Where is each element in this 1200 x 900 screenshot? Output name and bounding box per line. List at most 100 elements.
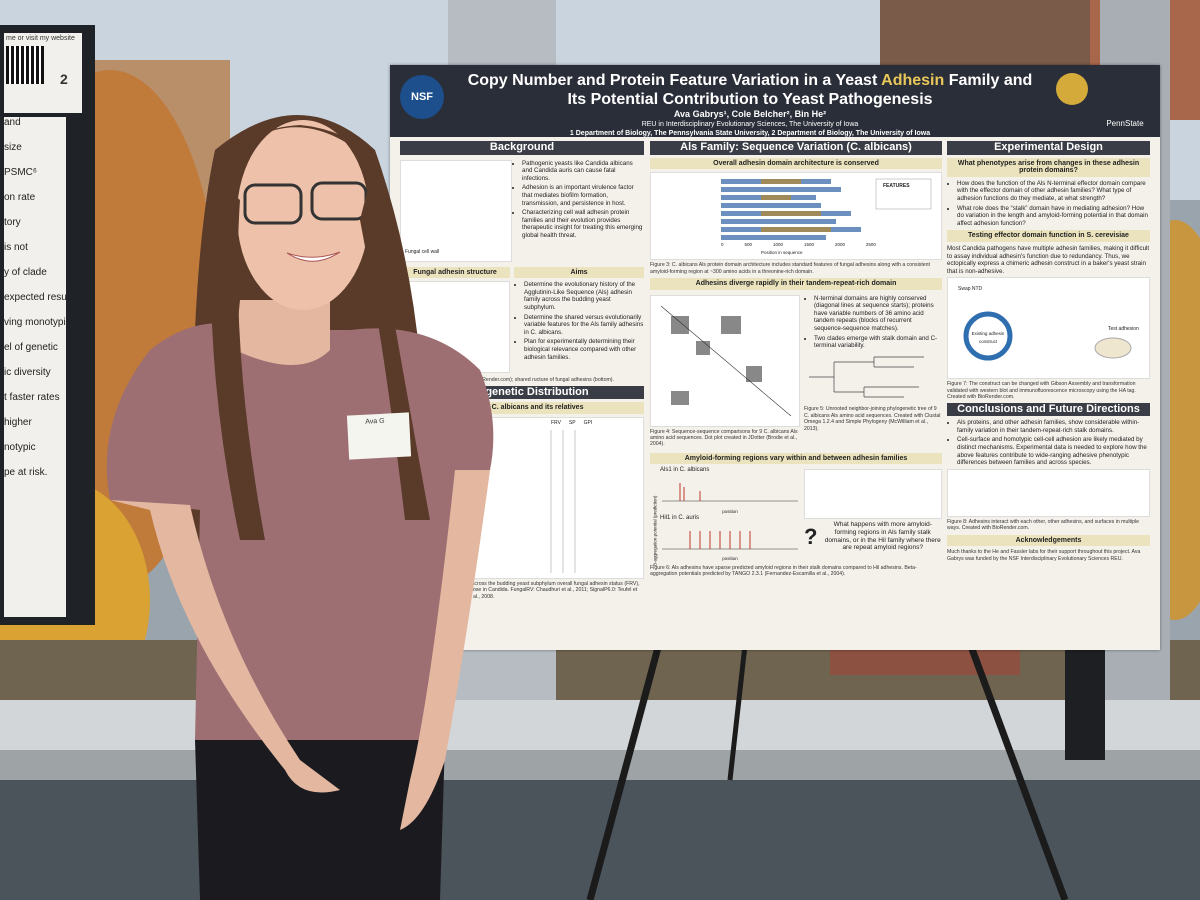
left-poster: me or visit my website 2 and size PSMC⁶ on … (0, 25, 95, 625)
domain-plot (721, 178, 932, 241)
title-part: Its Potential Contribution to Yeast Path… (567, 91, 933, 108)
bullet: How does the function of the Als N-termi… (957, 180, 1150, 203)
title-part: Copy Number and Protein Feature Variatio… (467, 72, 882, 89)
left-poster-fragment: tory (4, 217, 21, 228)
subheading: Amyloid-forming regions vary within and … (650, 452, 942, 465)
name-tag: Ava G (346, 412, 412, 460)
bullet: Two clades emerge with stalk domain and … (814, 335, 942, 350)
bullet: Characterizing cell wall adhesin protein… (522, 209, 644, 239)
section-heading: Experimental Design (947, 141, 1150, 155)
left-poster-fragment: expected result (4, 292, 66, 303)
tick-label: 2500 (865, 242, 876, 248)
left-poster-fragment: pe at risk. (4, 467, 48, 478)
left-poster-fragment: notypic (4, 442, 36, 453)
qr-code (6, 46, 44, 84)
question: What happens with more amyloid-forming r… (824, 521, 941, 552)
affiliation: REU in Interdisciplinary Evolutionary Sc… (641, 121, 859, 128)
left-poster-fragment: size (4, 142, 22, 153)
tick-label: 1000 (772, 242, 783, 248)
amyloid-plot (662, 483, 798, 502)
bullet-list: Als proteins, and other adhesin families… (947, 419, 1150, 467)
bullet: Plan for experimentally determining thei… (524, 338, 644, 361)
caption: Figure 4: Sequence-sequence comparisons … (650, 428, 798, 448)
tick-label: 2000 (834, 242, 845, 248)
legend-title: FEATURES (883, 183, 910, 190)
pennstate-logo: PennState (1050, 73, 1150, 133)
left-poster-fragment: ic diversity (4, 367, 51, 378)
poster-title: Copy Number and Protein Feature Variatio… (450, 71, 1050, 138)
acknowledgements: Much thanks to the He and Fassler labs f… (947, 549, 1141, 562)
poster-header: NSF PennState Copy Number and Protein Fe… (390, 65, 1160, 137)
figure-label: Swap NTD (958, 286, 983, 293)
figure: Swap NTD Existing adhesin construct Test… (947, 277, 1150, 380)
left-poster-fragment: el of genetic (4, 342, 58, 353)
axis-label: position (722, 508, 738, 514)
subheading: Overall adhesin domain architecture is c… (650, 157, 942, 170)
subheading: Adhesins diverge rapidly in their tandem… (650, 278, 942, 290)
caption: Figure 3: C. albicans Als protein domain… (650, 262, 930, 275)
qr-text: me or visit my website (6, 35, 75, 42)
subheading: Fungal adhesin structure (400, 266, 510, 279)
poster-number: 2 (60, 71, 68, 87)
subheading: What phenotypes arise from changes in th… (947, 157, 1150, 177)
bullet: Als proteins, and other adhesin families… (957, 419, 1150, 434)
left-poster-fragment: y of clade (4, 267, 47, 278)
subheading: Aims (514, 266, 644, 279)
plot-title: Als1 in C. albicans (660, 467, 710, 474)
nsf-logo: NSF (400, 75, 444, 119)
bullet: Adhesion is an important virulence facto… (522, 184, 644, 207)
bullet-list: How does the function of the Als N-termi… (947, 180, 1150, 228)
tick-label: 500 (744, 242, 752, 248)
left-poster-fragment: t faster rates (4, 392, 60, 403)
figure: Fungal cell wall (400, 159, 512, 262)
left-poster-fragment: and (4, 117, 21, 128)
pennstate-text: PennState (1106, 119, 1144, 128)
section-heading: Als Family: Sequence Variation (C. albic… (650, 141, 942, 155)
column-3: Experimental Design What phenotypes aris… (947, 141, 1150, 564)
name-tag-text: Ava G (365, 417, 385, 426)
plot-title: Hil1 in C. auris (660, 515, 700, 522)
subheading: Testing effector domain function in S. c… (947, 230, 1150, 242)
title-part: Adhesin (881, 72, 945, 89)
bullet: Determine the shared versus evolutionari… (524, 314, 644, 337)
caption: Figure 7: The construct can be changed w… (947, 381, 1136, 401)
caption: ngal adhesins (top; created with BioRend… (400, 377, 614, 384)
section-heading: Conclusions and Future Directions (947, 402, 1150, 417)
qr-panel: me or visit my website 2 (4, 33, 82, 113)
title-part: Family and (944, 72, 1033, 89)
figure-label: Test adhesion (1108, 326, 1139, 333)
figure-label: Fungal cell wall (405, 249, 440, 255)
bullet-list: Pathogenic yeasts like Candida albicans … (512, 160, 644, 262)
paragraph: Most Candida pathogens have multiple adh… (947, 244, 1150, 275)
caption: Figure 6: Als adhesins have sparse predi… (650, 564, 917, 578)
column-label: SP (568, 419, 576, 426)
bullet: N-terminal domains are highly conserved … (814, 295, 942, 333)
column-label: GPI (583, 419, 593, 426)
tick-label: 0 (721, 242, 724, 248)
subheading: Acknowledgements (947, 534, 1150, 547)
left-poster-fragment: is not (4, 242, 28, 253)
bullet: What role does the “stalk” domain have i… (957, 205, 1150, 228)
figure (947, 468, 1150, 517)
caption: Figure 8: Adhesins interact with each ot… (947, 518, 1140, 532)
tree (809, 356, 924, 398)
figure: FEATURES 0 500 1000 1500 2000 2500 Position i… (650, 172, 942, 261)
affiliation: 1 Department of Biology, The Pennsylvani… (569, 130, 931, 137)
figure-label: Existing adhesin construct (971, 331, 1005, 344)
left-poster-fragment: on rate (4, 192, 36, 203)
column-2: Als Family: Sequence Variation (C. albic… (650, 141, 942, 580)
axis-label: position (722, 556, 738, 562)
bullet: Determine the evolutionary history of th… (524, 281, 644, 311)
bullet: Cell-surface and homotypic cell-cell adh… (957, 436, 1150, 466)
left-poster-fragment: ving monotypic (4, 317, 66, 328)
bullet: Pathogenic yeasts like Candida albicans … (522, 160, 644, 183)
amyloid-plot (662, 530, 798, 550)
left-poster-fragment: higher (4, 417, 32, 428)
column-label: FRV (551, 419, 561, 426)
left-poster-fragment: PSMC⁶ (4, 167, 38, 178)
tick-label: 1500 (803, 242, 814, 248)
figure (804, 469, 942, 520)
left-poster-text: and size PSMC⁶ on rate tory is not y of clade e… (4, 117, 66, 617)
